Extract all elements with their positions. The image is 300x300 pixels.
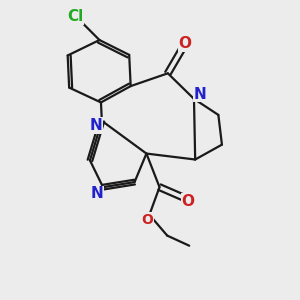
Text: O: O <box>182 194 194 208</box>
Text: O: O <box>178 36 192 51</box>
Text: N: N <box>89 118 102 133</box>
Text: N: N <box>194 87 206 102</box>
Text: Cl: Cl <box>67 9 83 24</box>
Text: O: O <box>142 213 154 227</box>
Text: N: N <box>91 187 103 202</box>
